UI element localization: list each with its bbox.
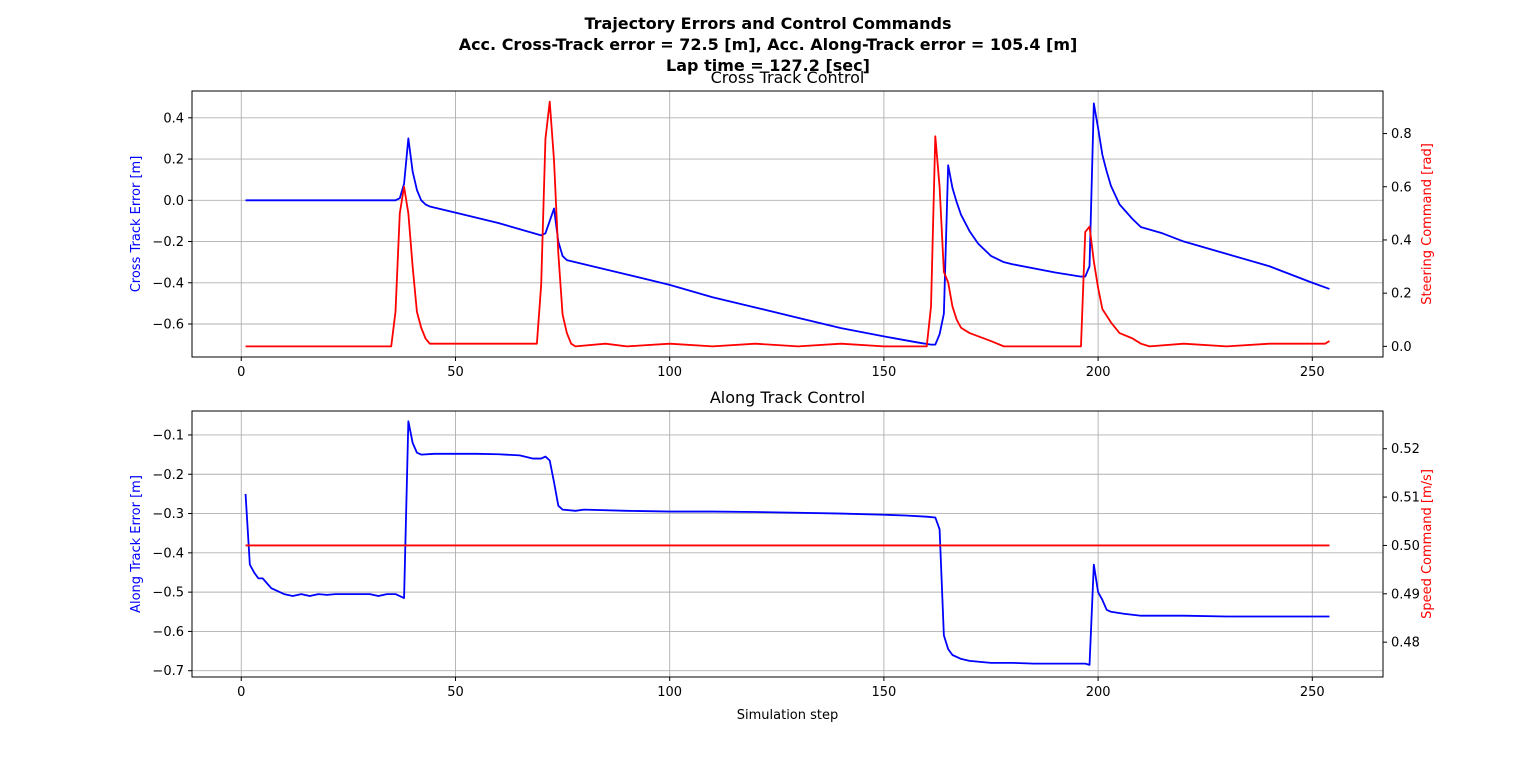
cross-track-right-tick-label: 0.6 [1391,180,1412,195]
along-track-panel: 0 50 100 150 200 250 −0.7 −0.6 −0.5 −0.4 −0.3 −0.2 −… [129,388,1435,723]
cross-track-left-tick-label: 0.4 [163,111,184,126]
cross-track-left-tick-label: −0.6 [152,318,184,333]
cross-track-left-tick-label: −0.2 [152,235,184,250]
cross-track-right-tick-label: 0.4 [1391,233,1412,248]
figure-title-line-2: Acc. Cross-Track error = 72.5 [m], Acc. … [459,35,1078,54]
along-track-right-axis-label: Speed Command [m/s] [1420,469,1435,619]
along-track-left-tick-label: −0.5 [152,586,184,601]
along-track-right-tick-label: 0.51 [1391,491,1420,506]
cross-track-right-tick-label: 0.8 [1391,127,1412,142]
cross-track-x-tick-label: 150 [871,365,896,380]
along-track-left-tick-label: −0.3 [152,507,184,522]
cross-track-right-axis-label: Steering Command [rad] [1420,143,1435,305]
along-track-left-tick-label: −0.1 [152,428,184,443]
cross-track-error-line [245,102,1330,346]
along-track-x-tick-label: 250 [1300,685,1325,700]
along-track-right-tick-label: 0.50 [1391,539,1420,554]
along-track-left-axis-label: Along Track Error [m] [129,475,144,613]
cross-track-x-tick-label: 50 [447,365,464,380]
along-track-x-tick-label: 200 [1086,685,1111,700]
along-track-x-tick-label: 100 [657,685,682,700]
cross-track-command-line [245,100,1330,348]
cross-track-left-axis-label: Cross Track Error [m] [129,156,144,293]
along-track-left-tick-label: −0.2 [152,468,184,483]
cross-track-x-tick-label: 250 [1300,365,1325,380]
along-track-left-tick-label: −0.6 [152,625,184,640]
cross-track-axes-frame [191,90,1384,358]
along-track-right-tick-label: 0.48 [1391,636,1420,651]
along-track-x-tick-label: 50 [447,685,464,700]
along-track-x-tick-label: 150 [871,685,896,700]
cross-track-x-tick-label: 100 [657,365,682,380]
along-track-title: Along Track Control [710,388,865,407]
figure-title-line-3: Lap time = 127.2 [sec] [666,56,870,75]
along-track-left-tick-label: −0.7 [152,664,184,679]
along-track-error-line [244,420,1330,666]
along-track-x-axis-label: Simulation step [737,708,839,723]
cross-track-left-tick-label: −0.4 [152,276,184,291]
along-track-right-tick-label: 0.52 [1391,442,1420,457]
cross-track-x-tick-label: 0 [237,365,245,380]
figure-title-line-1: Trajectory Errors and Control Commands [584,14,951,33]
cross-track-panel: 0 50 100 150 200 250 −0.6 −0.4 −0.2 0.0 0.2 0.4 0.0 0… [129,68,1435,380]
along-track-right-tick-label: 0.49 [1391,587,1420,602]
cross-track-left-tick-label: 0.0 [163,194,184,209]
along-track-left-tick-label: −0.4 [152,546,184,561]
along-track-axes-frame [191,410,1384,678]
along-track-x-tick-label: 0 [237,685,245,700]
cross-track-right-tick-label: 0.0 [1391,340,1412,355]
cross-track-x-tick-label: 200 [1086,365,1111,380]
cross-track-title: Cross Track Control [711,68,865,87]
cross-track-right-tick-label: 0.2 [1391,287,1412,302]
cross-track-left-tick-label: 0.2 [163,153,184,168]
